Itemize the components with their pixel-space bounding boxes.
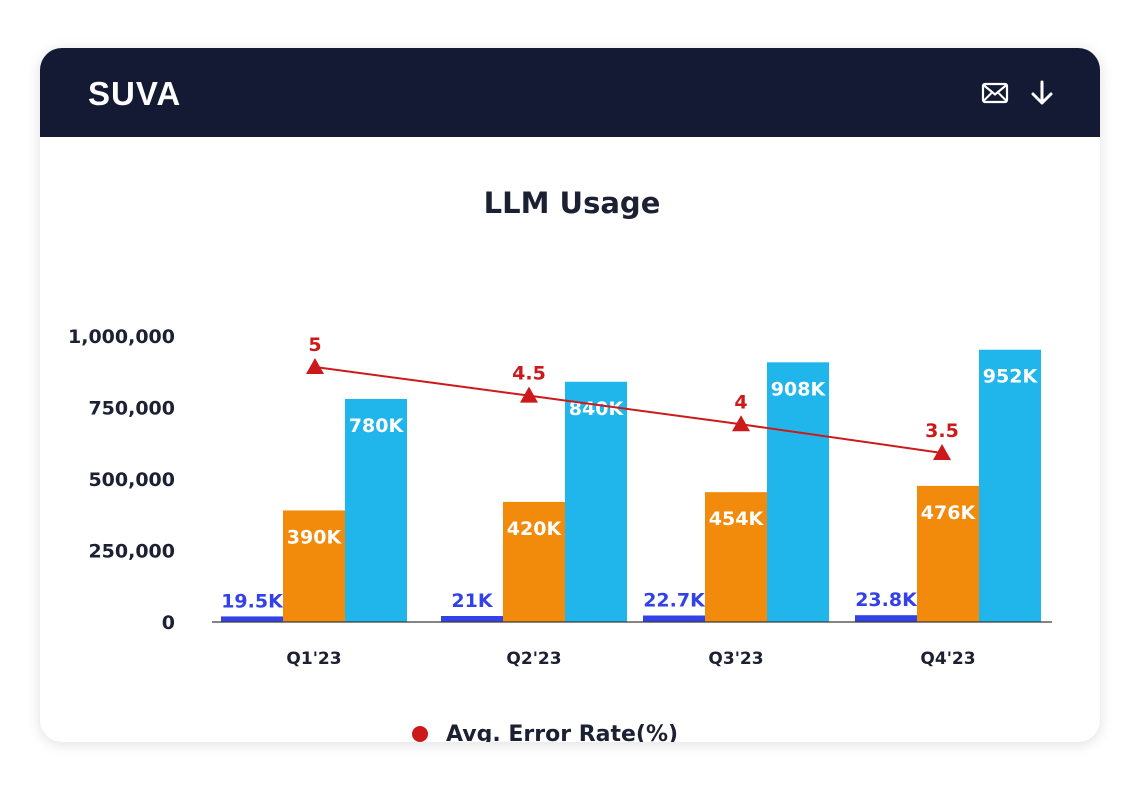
chart-area: LLM Usage 0 250,000 500,000 750,000 1,000,00…	[40, 137, 1100, 742]
bar-data-label: 780K	[349, 415, 405, 437]
logo-text: SUVA	[88, 75, 182, 112]
error-rate-label: 3.5	[925, 420, 959, 442]
bar-data-label: 390K	[287, 526, 343, 548]
chart-title: LLM Usage	[484, 186, 661, 220]
y-tick-label: 250,000	[88, 541, 175, 563]
x-tick-label: Q4'23	[920, 649, 975, 669]
legend-label: Avg. Error Rate(%)	[446, 722, 678, 742]
bar-data-label: 22.7K	[643, 590, 706, 612]
bar-data-label: 908K	[771, 378, 827, 400]
llm-usage-chart: LLM Usage 0 250,000 500,000 750,000 1,000,00…	[68, 186, 1052, 742]
suva-logo: SUVA	[88, 76, 181, 112]
legend-marker	[412, 726, 428, 742]
error-rate-marker	[520, 386, 538, 403]
y-tick-label: 750,000	[88, 398, 175, 420]
x-tick-label: Q2'23	[506, 649, 561, 669]
bar-usage-large	[345, 398, 407, 622]
error-rate-marker	[306, 358, 324, 374]
bar-usage-large	[565, 381, 627, 622]
bar-data-label: 952K	[983, 366, 1039, 388]
bar-usage-large	[979, 349, 1041, 622]
error-rate-line	[314, 366, 943, 454]
bar-usage-large	[767, 362, 829, 622]
chart-card: SUVA LLM Usage 0 250,000 500,000 750,000 1,0…	[40, 48, 1100, 742]
y-tick-label: 1,000,000	[68, 326, 175, 348]
error-rate-label: 4	[734, 391, 747, 413]
x-tick-label: Q3'23	[708, 649, 763, 669]
y-tick-label: 500,000	[88, 469, 175, 491]
bar-usage-small	[855, 615, 917, 622]
bar-usage-small	[221, 616, 283, 622]
bar-usage-small	[643, 615, 705, 622]
error-rate-marker	[732, 415, 750, 432]
bar-data-label: 420K	[507, 518, 563, 540]
error-rate-label: 5	[308, 334, 321, 356]
bar-data-label: 454K	[709, 508, 765, 530]
header-bar: SUVA	[40, 48, 1100, 137]
error-rate-label: 4.5	[512, 363, 546, 385]
y-tick-label: 0	[162, 612, 175, 634]
bar-data-label: 840K	[569, 398, 625, 420]
bar-usage-mid	[917, 485, 979, 622]
download-icon[interactable]	[1027, 78, 1057, 108]
bar-data-label: 476K	[921, 502, 977, 524]
bar-data-label: 21K	[451, 590, 493, 612]
bar-usage-small	[441, 615, 503, 622]
bar-usage-mid	[705, 492, 767, 622]
bar-data-label: 23.8K	[855, 589, 918, 611]
x-tick-label: Q1'23	[286, 649, 341, 669]
error-rate-marker	[933, 443, 951, 460]
bar-usage-mid	[503, 501, 565, 622]
bar-usage-mid	[283, 510, 345, 622]
mail-icon[interactable]	[980, 78, 1010, 108]
bar-data-label: 19.5K	[221, 590, 284, 612]
